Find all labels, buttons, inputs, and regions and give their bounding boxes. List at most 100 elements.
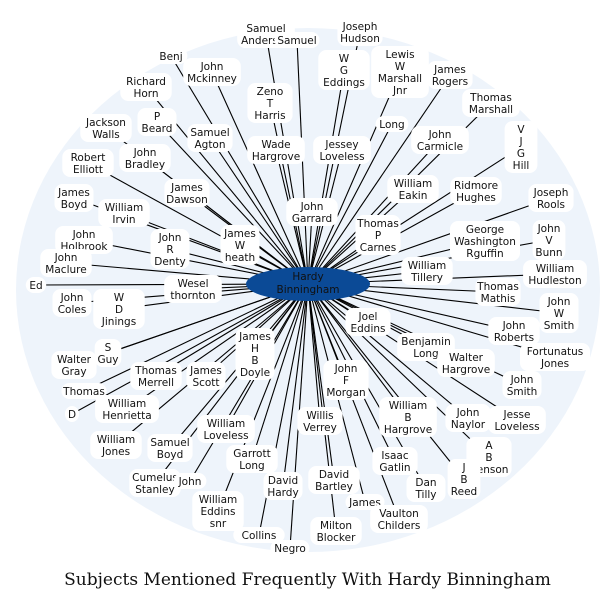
person-node[interactable]: Ed [25, 277, 47, 293]
node-label-bg [323, 360, 369, 400]
person-node[interactable]: Samuel [274, 32, 320, 48]
person-node[interactable]: Negro [270, 540, 310, 556]
person-node[interactable]: Benj [154, 48, 188, 64]
node-label-bg [427, 61, 473, 89]
node-label-line: Irvin [112, 214, 135, 226]
node-label-line: G [517, 148, 525, 160]
person-node[interactable]: D [64, 406, 80, 422]
node-label-line: John [428, 129, 452, 141]
person-node[interactable]: John [173, 473, 207, 489]
node-label-line: Tilly [414, 489, 436, 501]
node-label-bg [186, 362, 226, 390]
node-label-bg [95, 395, 159, 423]
node-label-line: Beard [142, 123, 173, 135]
person-node[interactable]: Thomas [61, 383, 107, 399]
node-label-line: Jinings [101, 316, 136, 328]
node-label-bg [263, 472, 303, 500]
node-label-bg [129, 469, 181, 497]
node-label-line: Dan [415, 477, 436, 489]
node-label-line: Washington [454, 236, 516, 248]
person-node[interactable]: Collins [233, 527, 285, 543]
edge [307, 283, 409, 418]
node-label-line: Wesel [177, 278, 208, 290]
node-label-line: John [456, 407, 480, 419]
node-label-bg [406, 474, 446, 502]
node-label-line: D [115, 304, 123, 316]
node-label-bg [411, 126, 469, 154]
hub-node[interactable]: Hardy Binningham [246, 267, 370, 301]
node-label-line: T [266, 98, 274, 110]
node-label-line: Morgan [326, 387, 365, 399]
node-label-line: Jnr [392, 85, 408, 97]
person-node[interactable]: Long [375, 116, 409, 132]
node-label-bg [64, 406, 80, 422]
